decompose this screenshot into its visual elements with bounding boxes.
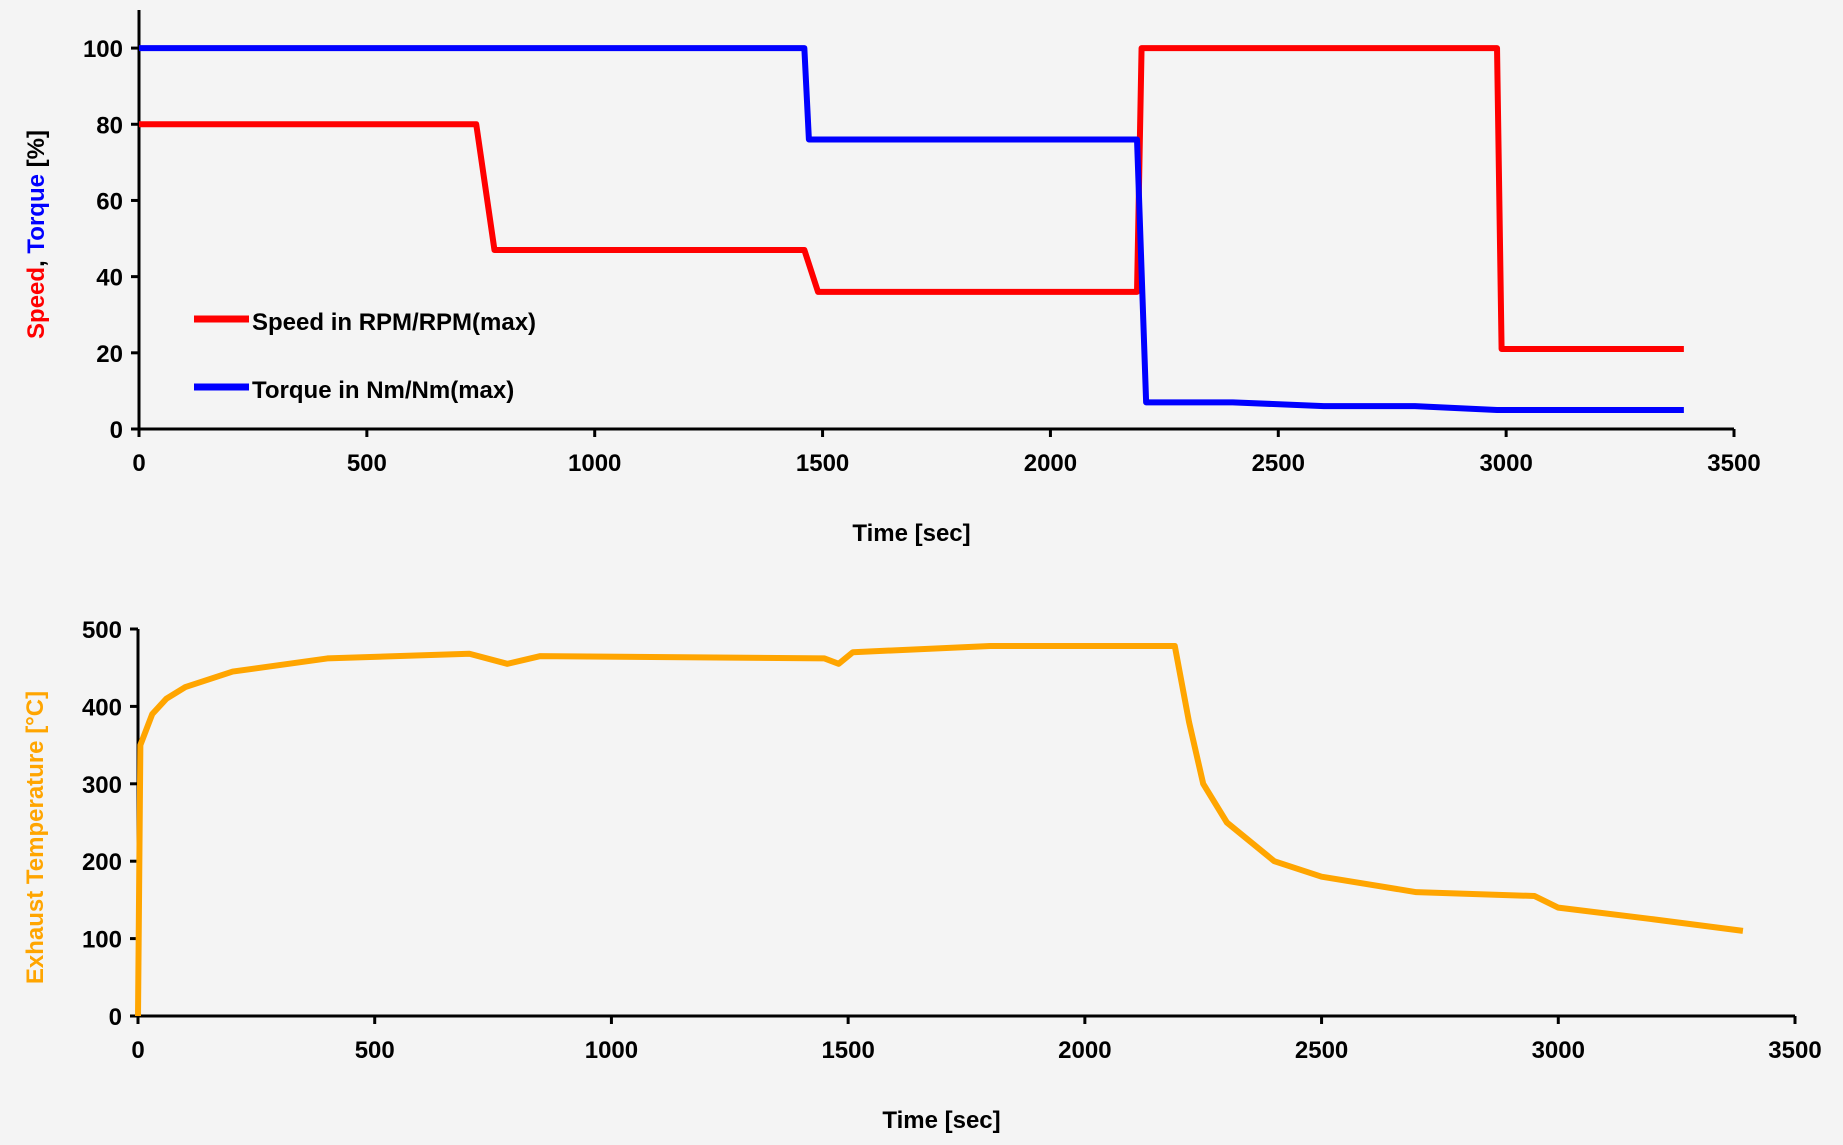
y-tick-label: 300: [82, 772, 122, 799]
x-tick-label: 2500: [1252, 450, 1305, 477]
x-tick-label: 1000: [585, 1037, 638, 1064]
y-axis-title-part: ,: [23, 254, 50, 267]
y-tick-label: 20: [96, 341, 123, 368]
x-tick-label: 1000: [568, 450, 621, 477]
x-tick-label: 3000: [1532, 1037, 1585, 1064]
y-tick-label: 100: [82, 927, 122, 954]
background: [0, 0, 1843, 1145]
x-tick-label: 0: [131, 1037, 144, 1064]
chart: 0500100015002000250030003500020406080100…: [0, 0, 1843, 1145]
y-tick-label: 40: [96, 265, 123, 292]
x-tick-label: 1500: [821, 1037, 874, 1064]
x-tick-label: 0: [132, 450, 145, 477]
y-tick-label: 400: [82, 694, 122, 721]
x-axis-title: Time [sec]: [852, 520, 970, 547]
x-tick-label: 3000: [1479, 450, 1532, 477]
page: 0500100015002000250030003500020406080100…: [0, 0, 1843, 1145]
x-tick-label: 500: [355, 1037, 395, 1064]
x-tick-label: 500: [347, 450, 387, 477]
y-axis-title-part: [%]: [23, 130, 50, 174]
y-tick-label: 80: [96, 112, 123, 139]
y-tick-label: 500: [82, 617, 122, 644]
y-axis-title-part: Speed: [23, 267, 50, 339]
x-tick-label: 3500: [1707, 450, 1760, 477]
y-tick-label: 60: [96, 188, 123, 215]
x-tick-label: 2500: [1295, 1037, 1348, 1064]
y-axis-title: Exhaust Temperature [°C]: [22, 691, 49, 984]
legend-label: Speed in RPM/RPM(max): [252, 309, 536, 336]
x-tick-label: 2000: [1058, 1037, 1111, 1064]
y-axis-title-part: Exhaust Temperature [°C]: [22, 691, 49, 984]
legend-label: Torque in Nm/Nm(max): [252, 377, 514, 404]
y-axis-title-part: Torque: [23, 174, 50, 254]
x-tick-label: 1500: [796, 450, 849, 477]
y-axis-title: Speed, Torque [%]: [23, 130, 50, 339]
y-tick-label: 100: [83, 36, 123, 63]
x-axis-title: Time [sec]: [882, 1107, 1000, 1134]
y-tick-label: 0: [110, 417, 123, 444]
y-tick-label: 0: [109, 1004, 122, 1031]
x-tick-label: 3500: [1768, 1037, 1821, 1064]
y-tick-label: 200: [82, 849, 122, 876]
x-tick-label: 2000: [1024, 450, 1077, 477]
